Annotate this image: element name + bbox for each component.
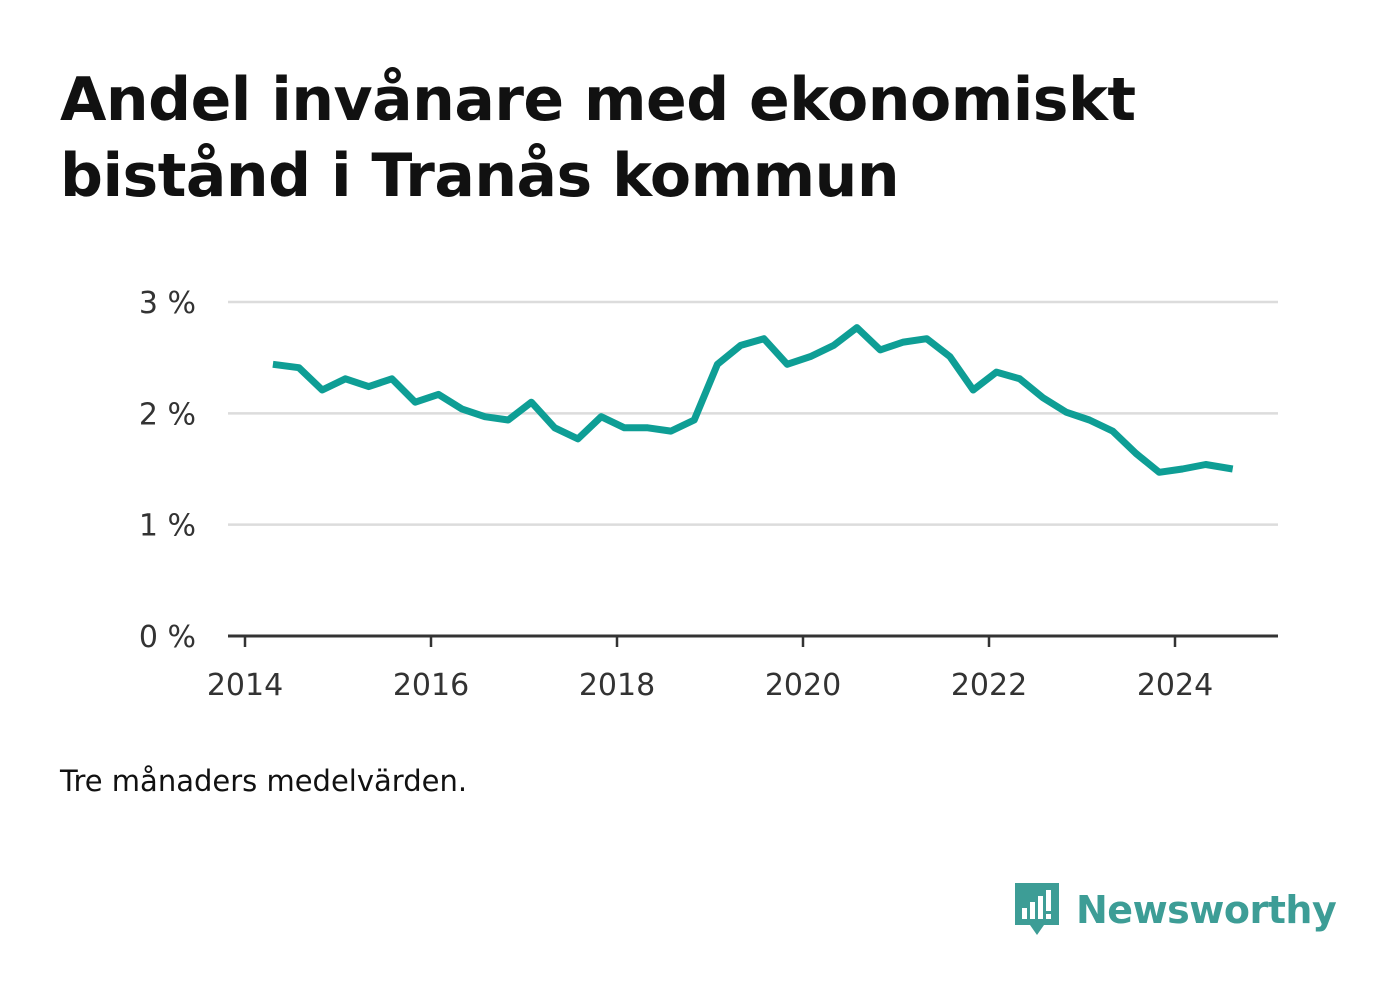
chart-title: Andel invånare med ekonomiskt bistånd i … xyxy=(60,65,1136,211)
brand-logo[interactable]: Newsworthy xyxy=(1012,880,1337,940)
x-tick-label: 2014 xyxy=(207,668,283,703)
y-tick-label: 3 % xyxy=(139,286,196,321)
x-axis: 2014 2016 2018 2020 2022 2024 xyxy=(207,634,1278,703)
brand-name: Newsworthy xyxy=(1076,888,1337,932)
newsworthy-logo-icon xyxy=(1015,883,1059,935)
y-tick-label: 2 % xyxy=(139,397,196,432)
x-tick-label: 2018 xyxy=(579,668,655,703)
y-tick-label: 0 % xyxy=(139,620,196,655)
y-tick-label: 1 % xyxy=(139,509,196,544)
x-tick-label: 2020 xyxy=(765,668,841,703)
x-tick-label: 2024 xyxy=(1137,668,1213,703)
gridlines xyxy=(228,300,1278,526)
series-line xyxy=(272,324,1234,476)
series-group xyxy=(272,324,1234,476)
x-tick-label: 2022 xyxy=(951,668,1027,703)
footnote: Tre månaders medelvärden. xyxy=(60,764,468,798)
y-axis: 0 % 1 % 2 % 3 % xyxy=(139,286,196,655)
x-tick-label: 2016 xyxy=(393,668,469,703)
